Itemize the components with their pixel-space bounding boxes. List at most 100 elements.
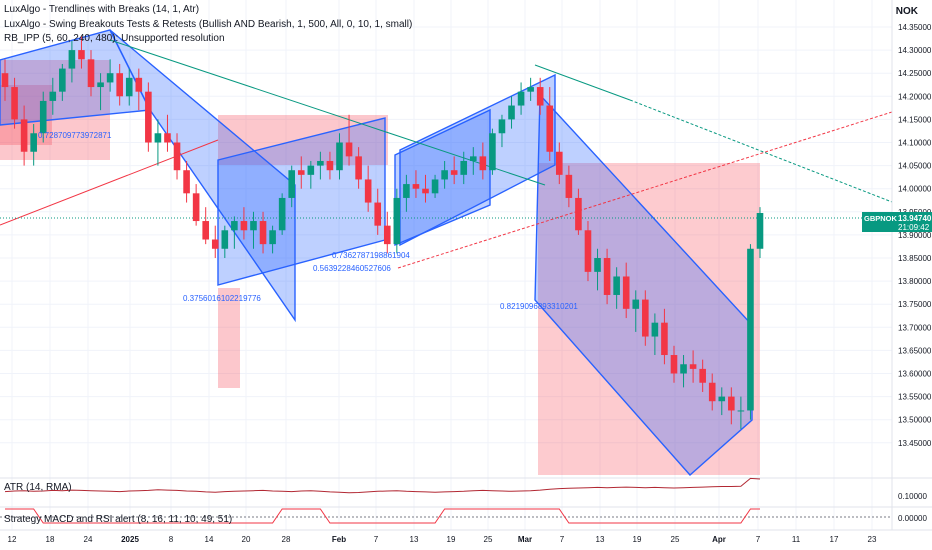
candle-body	[622, 276, 630, 309]
candle-body	[145, 91, 152, 143]
y-tick-label: 14.15000	[898, 115, 932, 124]
candle	[670, 345, 678, 383]
candle-body	[383, 225, 391, 245]
fib-label: 0.5639228460527606	[313, 264, 391, 273]
candle	[603, 248, 611, 305]
x-tick-label: 25	[671, 535, 680, 544]
strategy-pane-label[interactable]: Strategy MACD and RSI alert (8, 16, 11, …	[4, 514, 233, 525]
candle-body	[603, 258, 611, 295]
candle	[536, 77, 544, 115]
x-tick-label: 7	[756, 535, 761, 544]
candle-body	[575, 197, 582, 231]
candle	[594, 248, 601, 291]
candle	[240, 207, 248, 240]
candle-body	[718, 396, 726, 402]
y-tick-label: 13.55000	[898, 393, 932, 402]
candle	[556, 142, 563, 185]
indicator-trendlines-label[interactable]: LuxAlgo - Trendlines with Breaks (14, 1,…	[4, 4, 200, 15]
fib-label: 0.8219096893310201	[500, 302, 578, 311]
candle-body	[613, 276, 620, 295]
x-tick-label: 17	[830, 535, 839, 544]
candle-body	[240, 221, 248, 231]
candle-body	[508, 105, 515, 120]
candle-body	[393, 197, 401, 245]
candle	[211, 225, 219, 258]
countdown-value: 21:09:42	[898, 223, 930, 232]
candle	[192, 184, 200, 226]
candle	[173, 133, 181, 180]
candle-body	[202, 221, 209, 240]
strategy-axis-label: 0.00000	[898, 514, 927, 523]
candle	[68, 40, 76, 83]
candle-body	[259, 221, 267, 245]
candle	[737, 396, 745, 429]
candle-body	[154, 133, 162, 143]
candle-body	[565, 174, 573, 198]
last-price-tag	[862, 212, 932, 232]
indicator-swing-breakouts-label[interactable]: LuxAlgo - Swing Breakouts Tests & Retest…	[4, 19, 413, 30]
atr-pane-label[interactable]: ATR (14, RMA)	[4, 482, 72, 493]
candle	[297, 156, 305, 189]
candle	[164, 114, 171, 152]
candle	[469, 147, 477, 175]
x-tick-label: 20	[242, 535, 251, 544]
indicator-rb-ipp-label[interactable]: RB_IPP (5, 60, 240, 480): Unsupported re…	[4, 33, 225, 44]
candle	[747, 244, 754, 420]
candle	[278, 193, 286, 235]
x-tick-label: 7	[374, 535, 379, 544]
y-tick-label: 13.65000	[898, 346, 932, 355]
candle-body	[680, 364, 687, 374]
x-tick-label: Mar	[518, 535, 532, 544]
x-tick-label: 11	[792, 535, 801, 544]
candle	[154, 119, 162, 166]
grid	[0, 0, 892, 530]
candle-body	[250, 221, 257, 231]
candle	[39, 91, 47, 143]
candle	[364, 165, 372, 212]
y-tick-label: 14.30000	[898, 46, 932, 55]
candle-body	[517, 91, 525, 106]
candle	[30, 124, 37, 166]
candle	[403, 174, 410, 212]
currency-label: NOK	[895, 6, 918, 17]
y-tick-label: 13.45000	[898, 439, 932, 448]
candle-body	[431, 179, 439, 194]
candle	[326, 151, 334, 180]
candle-body	[489, 133, 496, 171]
candle-body	[584, 230, 592, 272]
candle-body	[556, 151, 563, 175]
candle	[393, 188, 401, 254]
supply-zone	[538, 163, 760, 475]
candle	[78, 36, 85, 69]
candle-body	[87, 59, 95, 88]
candle	[441, 160, 448, 189]
candle-body	[39, 100, 47, 134]
candle-body	[546, 105, 554, 152]
candle-body	[450, 170, 458, 175]
candle-body	[97, 82, 104, 88]
candle	[489, 128, 496, 175]
candle-body	[173, 142, 181, 171]
candle-body	[689, 364, 697, 369]
candle-body	[737, 410, 745, 412]
candle-body	[661, 322, 668, 356]
candle-body	[125, 77, 133, 97]
strategy-pane: 0.00000	[0, 506, 932, 524]
candle	[517, 82, 525, 115]
y-tick-label: 13.60000	[898, 370, 932, 379]
candle	[317, 151, 324, 180]
candle-body	[536, 87, 544, 106]
candle	[106, 59, 114, 92]
y-tick-label: 13.50000	[898, 416, 932, 425]
candle-body	[747, 248, 754, 411]
candle-body	[479, 156, 487, 171]
candle-body	[135, 77, 143, 92]
y-tick-label: 14.00000	[898, 185, 932, 194]
trend-channel	[534, 93, 753, 476]
x-tick-label: 28	[282, 535, 291, 544]
candle	[575, 188, 582, 235]
candle	[622, 262, 630, 319]
candle	[479, 142, 487, 180]
